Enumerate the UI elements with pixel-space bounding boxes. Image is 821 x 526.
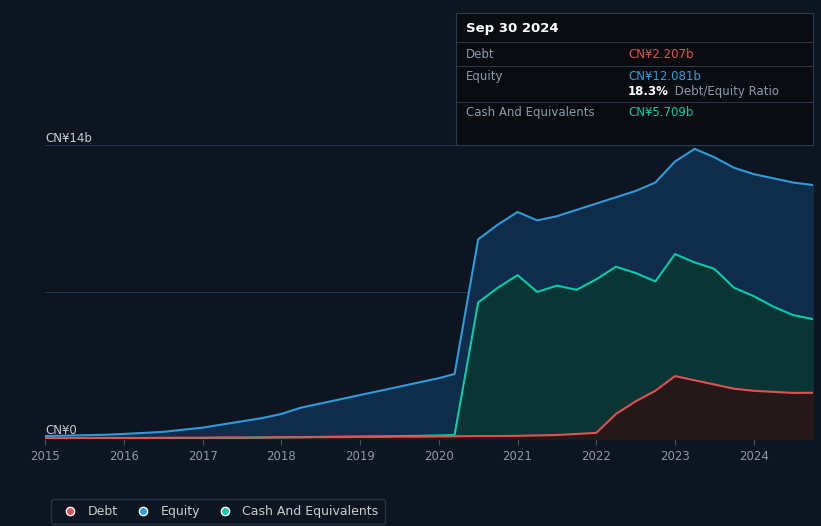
- Text: 18.3%: 18.3%: [628, 85, 669, 98]
- Text: Debt: Debt: [466, 48, 494, 61]
- Text: CN¥5.709b: CN¥5.709b: [628, 106, 694, 119]
- Text: CN¥2.207b: CN¥2.207b: [628, 48, 694, 61]
- Text: Equity: Equity: [466, 70, 503, 84]
- Text: Debt/Equity Ratio: Debt/Equity Ratio: [671, 85, 779, 98]
- Text: Sep 30 2024: Sep 30 2024: [466, 22, 558, 35]
- Legend: Debt, Equity, Cash And Equivalents: Debt, Equity, Cash And Equivalents: [52, 499, 385, 524]
- Text: CN¥12.081b: CN¥12.081b: [628, 70, 701, 84]
- Text: Cash And Equivalents: Cash And Equivalents: [466, 106, 594, 119]
- Text: CN¥0: CN¥0: [45, 424, 77, 437]
- Text: CN¥14b: CN¥14b: [45, 132, 92, 145]
